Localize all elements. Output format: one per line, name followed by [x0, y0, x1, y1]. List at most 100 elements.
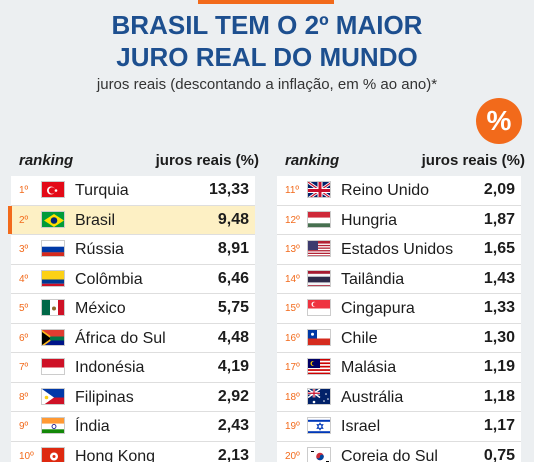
chile-flag-icon — [307, 328, 331, 346]
rank-label: 13º — [285, 244, 300, 255]
table-row: 1º Turquia 13,33 — [11, 176, 255, 206]
country-name: Reino Unido — [341, 182, 430, 199]
rank-label: 15º — [285, 303, 300, 314]
country-name: Filipinas — [75, 388, 134, 406]
country-name: Turquia — [75, 182, 129, 199]
rate-value: 2,09 — [483, 181, 515, 198]
rank-label: 10º — [19, 450, 34, 462]
rate-value: 1,30 — [483, 328, 515, 346]
australia-flag-icon — [307, 387, 331, 405]
table-row: 17º Malásia 1,19 — [277, 353, 521, 383]
rate-value: 2,13 — [217, 446, 249, 462]
uk-flag-icon — [307, 181, 331, 198]
rank-label: 6º — [19, 332, 29, 344]
turkey-flag-icon — [41, 181, 65, 198]
rank-label: 9º — [19, 421, 29, 432]
israel-flag-icon — [307, 417, 331, 434]
country-name: Austrália — [341, 388, 404, 406]
value-header: juros reais (%) — [155, 152, 259, 169]
rate-value: 1,17 — [483, 417, 515, 434]
indonesia-flag-icon — [41, 358, 65, 375]
table-row: 2º Brasil 9,48 — [8, 205, 255, 235]
table-row: 7º Indonésia 4,19 — [11, 353, 255, 383]
ranking-header: ranking — [19, 152, 74, 169]
country-name: África do Sul — [75, 329, 166, 347]
malaysia-flag-icon — [307, 358, 331, 375]
table-row: 18º Austrália 1,18 — [277, 383, 521, 412]
table-row: 9º Índia 2,43 — [11, 412, 255, 442]
singapore-flag-icon — [307, 299, 331, 316]
country-name: Tailândia — [341, 270, 405, 288]
table-header: ranking juros reais (%) — [11, 150, 259, 172]
rank-label: 5º — [19, 303, 29, 314]
country-name: Índia — [75, 418, 110, 435]
country-name: Indonésia — [75, 359, 145, 376]
rank-label: 8º — [19, 391, 29, 403]
india-flag-icon — [41, 417, 65, 434]
philippines-flag-icon — [41, 387, 65, 405]
table-row: 5º México 5,75 — [11, 294, 255, 324]
rate-value: 13,33 — [208, 181, 249, 198]
table-row: 14º Tailândia 1,43 — [277, 265, 521, 294]
table-row: 8º Filipinas 2,92 — [11, 383, 255, 412]
table-row: 15º Cingapura 1,33 — [277, 294, 521, 324]
rank-label: 12º — [285, 214, 300, 226]
south-africa-flag-icon — [41, 328, 65, 346]
rank-label: 16º — [285, 332, 300, 344]
ranking-header: ranking — [285, 152, 340, 169]
table-row: 13º Estados Unidos 1,65 — [277, 235, 521, 265]
rate-value: 8,91 — [217, 240, 249, 257]
south-korea-flag-icon — [307, 446, 331, 462]
country-name: Brasil — [75, 211, 116, 229]
percent-icon: % — [476, 98, 522, 144]
colombia-flag-icon — [41, 269, 65, 287]
country-name: Coreia do Sul — [341, 447, 438, 462]
rank-label: 17º — [285, 362, 300, 373]
country-name: Hungria — [341, 211, 398, 229]
table-row: 6º África do Sul 4,48 — [11, 324, 255, 353]
rate-value: 1,87 — [483, 210, 515, 228]
table-row: 3º Rússia 8,91 — [11, 235, 255, 265]
rate-value: 9,48 — [217, 210, 249, 228]
rank-label: 1º — [19, 185, 29, 196]
mexico-flag-icon — [41, 299, 65, 316]
country-name: México — [75, 300, 126, 317]
rate-value: 2,92 — [217, 387, 249, 405]
rate-value: 4,48 — [217, 328, 249, 346]
country-name: Cingapura — [341, 300, 415, 317]
hungary-flag-icon — [307, 210, 331, 228]
rate-value: 6,46 — [217, 269, 249, 287]
ranking-table-right: ranking juros reais (%) 11º Reino Unido 2,… — [277, 150, 525, 462]
rank-label: 20º — [285, 450, 300, 462]
rank-label: 11º — [285, 185, 300, 196]
country-name: Hong Kong — [75, 447, 156, 462]
table-body: 11º Reino Unido 2,09 12º Hungria 1,87 13º Estad… — [277, 176, 521, 462]
ranking-table-left: ranking juros reais (%) 1º Turquia 13,33 2º… — [8, 150, 259, 462]
rank-label: 14º — [285, 273, 300, 285]
table-header: ranking juros reais (%) — [277, 150, 525, 172]
rate-value: 2,43 — [217, 417, 249, 434]
title-line-2: JURO REAL DO MUNDO — [116, 42, 418, 72]
usa-flag-icon — [307, 240, 331, 257]
rank-label: 2º — [19, 214, 29, 226]
rank-label: 19º — [285, 421, 300, 432]
rate-value: 4,19 — [217, 358, 249, 375]
accent-bar — [198, 0, 334, 4]
rank-label: 18º — [285, 391, 300, 403]
rate-value: 0,75 — [483, 446, 515, 462]
brazil-flag-icon — [41, 210, 65, 228]
title-line-1: BRASIL TEM O 2º MAIOR — [111, 10, 423, 40]
value-header: juros reais (%) — [421, 152, 525, 169]
rate-value: 1,65 — [483, 240, 515, 257]
rate-value: 5,75 — [217, 299, 249, 316]
table-row: 16º Chile 1,30 — [277, 324, 521, 353]
thailand-flag-icon — [307, 269, 331, 287]
table-body: 1º Turquia 13,33 2º Brasil 9,48 3º Rússia 8,91 4º… — [8, 176, 255, 462]
rank-label: 4º — [19, 273, 29, 285]
rate-value: 1,43 — [483, 269, 515, 287]
rate-value: 1,18 — [483, 387, 515, 405]
rate-value: 1,19 — [483, 358, 515, 375]
country-name: Israel — [341, 418, 381, 435]
country-name: Rússia — [75, 241, 124, 258]
country-name: Malásia — [341, 359, 397, 376]
